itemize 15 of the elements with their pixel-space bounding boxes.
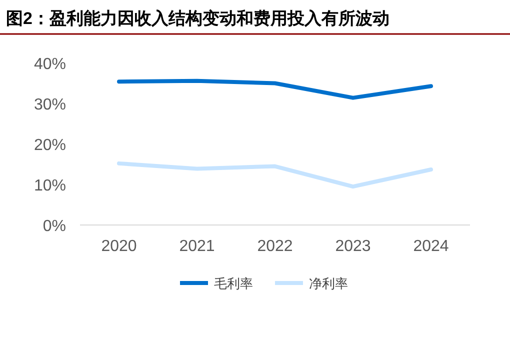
y-tick-label: 20% — [34, 137, 66, 154]
y-tick-label: 0% — [42, 218, 66, 235]
x-tick-label: 2024 — [413, 238, 449, 255]
line-series — [117, 78, 433, 100]
chart-title: 图2：盈利能力因收入结构变动和费用投入有所波动 — [6, 9, 390, 28]
y-tick-label: 30% — [34, 96, 66, 114]
x-tick-label: 2022 — [257, 238, 293, 255]
y-tick-label: 40% — [34, 56, 66, 73]
x-tick-label: 2020 — [101, 238, 137, 255]
x-tick-label: 2021 — [179, 238, 215, 255]
y-tick-label: 10% — [34, 178, 66, 194]
legend-label: 毛利率 — [214, 276, 253, 291]
line-series — [117, 161, 433, 189]
legend-label: 净利率 — [309, 276, 348, 291]
x-tick-label: 2023 — [335, 238, 371, 255]
